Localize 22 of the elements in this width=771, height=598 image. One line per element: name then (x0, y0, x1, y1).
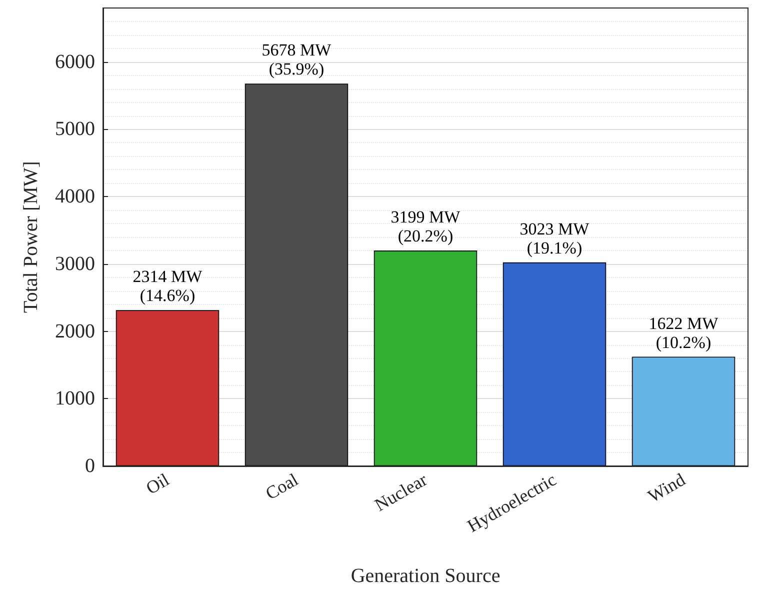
data-label: 1622 MW (10.2%) (648, 314, 720, 352)
data-label: 3023 MW (19.1%) (520, 219, 590, 258)
bar (632, 356, 736, 466)
x-tick-label: Wind (644, 469, 688, 506)
y-tick-label: 5000 (55, 118, 95, 140)
bar (374, 250, 478, 466)
y-tick-label: 1000 (55, 388, 95, 410)
x-axis-title: Generation Source (350, 565, 500, 587)
y-tick-label: 3000 (55, 252, 95, 275)
y-tick-label: 2000 (55, 320, 95, 342)
x-tick-label: Oil (142, 469, 172, 498)
y-tick-label: 6000 (55, 50, 95, 73)
bar (116, 310, 220, 466)
y-axis-title: Total Power [MW] (20, 161, 42, 313)
x-tick-label: Coal (262, 469, 302, 504)
data-label: 5678 MW (35.9%) (262, 40, 332, 79)
y-tick-label: 0 (85, 455, 95, 477)
bar (502, 262, 606, 466)
data-label: 2314 MW (14.6%) (132, 267, 204, 306)
y-tick-label: 4000 (55, 186, 95, 208)
data-label: 3199 MW (20.2%) (390, 208, 462, 246)
bar (244, 84, 348, 466)
